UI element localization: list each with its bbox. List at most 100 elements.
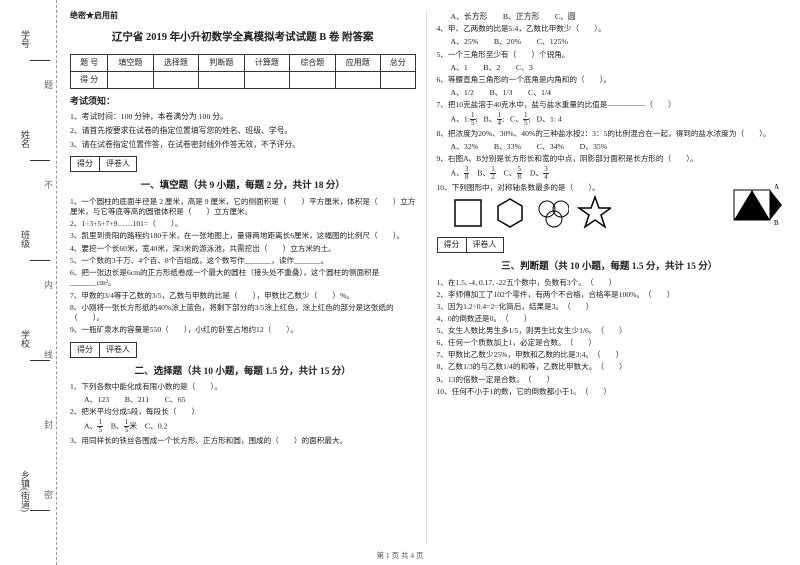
field-line xyxy=(30,60,50,61)
field-line xyxy=(30,510,50,511)
q2-2: 2、把米平均分成5段，每段长（ ） xyxy=(70,407,416,418)
right-column: A、长方形 B、正方形 C、圆 4、甲、乙两数的比是5:4，乙数比甲数少（ ）。… xyxy=(427,10,793,545)
q1-2: 2、1÷3+5+7+9……101=（ ）。 xyxy=(70,219,416,230)
td xyxy=(199,71,244,88)
q1-6: 6、把一张边长是6cm的正方形纸卷成一个最大的圆柱（接头处不重叠），这个圆柱的侧… xyxy=(70,268,416,289)
q1-8: 8、小刚将一张长方形纸的40%涂上蓝色，将剩下部分的3/5涂上红色，涂上红色的部… xyxy=(70,303,416,324)
score-box: 得分 评卷人 xyxy=(437,237,504,253)
q3-9: 9、13的倍数一定是合数。 （ ） xyxy=(437,375,783,386)
q1-3: 3、凯里到贵阳的路程约180千米，在一张地图上，量得两地距离长6厘米，这幅图的比… xyxy=(70,231,416,242)
q2-6: 6、等腰直角三角形的一个底角是内角和的（ ）。 xyxy=(437,75,783,86)
page-footer: 第 1 页 共 4 页 xyxy=(0,550,800,561)
score-label: 得分 xyxy=(71,343,100,357)
fraction: 14 xyxy=(497,112,503,127)
section-3-title: 三、判断题（共 10 小题，每题 1.5 分，共计 15 分） xyxy=(437,260,783,274)
q2-10: 10、下列图形中，对称轴条数最多的是（ ）。 xyxy=(437,183,783,194)
q1-5: 5、一个数的3千万、4个百、8个百组成，这个数写作_______，读作_____… xyxy=(70,256,416,267)
notice-title: 考试须知： xyxy=(70,95,416,109)
q2-5: 5、一个三角形至少有（ ）个锐角。 xyxy=(437,50,783,61)
th: 总分 xyxy=(381,54,415,71)
score-label: 得分 xyxy=(71,157,100,171)
q3-5: 5、女生人数比男生多1/5，则男生比女生少1/6。 （ ） xyxy=(437,326,783,337)
triangle-diagram: A B xyxy=(732,182,784,226)
left-column: 绝密★启用前 辽宁省 2019 年小升初数学全真模拟考试试题 B 卷 附答案 题… xyxy=(60,10,427,545)
q2-6-opts: A、1/2 B、1/3 C、1/4 xyxy=(451,87,783,99)
q3-7: 7、甲数比乙数少25%，甲数和乙数的比是3:4。 （ ） xyxy=(437,350,783,361)
score-table: 题 号 填空题 选择题 判断题 计算题 综合题 应用题 总分 得 分 xyxy=(70,54,416,89)
reviewer-label: 评卷人 xyxy=(100,343,136,357)
field-school: 学校 xyxy=(4,330,32,348)
field-name: 姓名 xyxy=(4,130,32,148)
notice-item: 1、考试时间：100 分钟，本卷满分为 100 分。 xyxy=(70,111,416,123)
main-content: 绝密★启用前 辽宁省 2019 年小升初数学全真模拟考试试题 B 卷 附答案 题… xyxy=(60,10,792,545)
field-line xyxy=(30,160,50,161)
td xyxy=(244,71,289,88)
fraction: 38 xyxy=(464,166,470,181)
q3-1: 1、在1.5, -4, 0.17, -22五个数中，负数有3个。 （ ） xyxy=(437,278,783,289)
q3-3: 3、因为1.2÷0.4=2=化简后，结果是3。 （ ） xyxy=(437,302,783,313)
notice-item: 3、请在试卷指定位置作答，在试卷密封线外作答无效，不予评分。 xyxy=(70,139,416,151)
field-line xyxy=(30,360,50,361)
q2-4: 4、甲、乙两数的比是5:4，乙数比甲数少（ ）。 xyxy=(437,24,783,35)
field-town: 乡镇(街道) xyxy=(4,470,32,512)
field-line xyxy=(30,260,50,261)
th: 判断题 xyxy=(199,54,244,71)
seal-mark: 不 xyxy=(42,180,55,189)
q2-5-opts: A、1 B、2 C、3 xyxy=(451,62,783,74)
section-1-title: 一、填空题（共 9 小题，每题 2 分，共计 18 分） xyxy=(70,179,416,193)
fraction: 34 xyxy=(543,166,549,181)
q1-1: 1、一个圆柱的底面半径是 2 厘米，高是 9 厘米，它的侧面积是（ ）平方厘米，… xyxy=(70,197,416,218)
opt-c: C、0.2 xyxy=(145,422,168,431)
seal-mark: 封 xyxy=(42,420,55,429)
td xyxy=(290,71,335,88)
score-label: 得分 xyxy=(438,238,467,252)
binding-sidebar: 学号 姓名 班级 学校 乡镇(街道) 题 不 内 线 封 密 xyxy=(0,0,57,565)
q1-9: 9、一瓶矿泉水的容量是550（ ），小红的卧室占地约12（ ）。 xyxy=(70,325,416,336)
reviewer-label: 评卷人 xyxy=(100,157,136,171)
reviewer-label: 评卷人 xyxy=(467,238,503,252)
exam-title: 辽宁省 2019 年小升初数学全真模拟考试试题 B 卷 附答案 xyxy=(70,30,416,46)
fraction: 15 xyxy=(523,112,529,127)
table-row: 得 分 xyxy=(71,71,416,88)
q2-8-opts: A、32% B、33% C、34% D、35% xyxy=(451,141,783,153)
fraction: 12 xyxy=(490,166,496,181)
score-box: 得分 评卷人 xyxy=(70,342,137,358)
seal-mark: 内 xyxy=(42,280,55,289)
opt-b: B、 xyxy=(111,422,124,431)
seal-mark: 密 xyxy=(42,490,55,499)
field-id: 学号 xyxy=(4,30,32,48)
table-row: 题 号 填空题 选择题 判断题 计算题 综合题 应用题 总分 xyxy=(71,54,416,71)
section-2-title: 二、选择题（共 10 小题，每题 1.5 分，共计 15 分） xyxy=(70,365,416,379)
td xyxy=(153,71,198,88)
notice-item: 2、请首先按要求在试卷的指定位置填写您的姓名、班级、学号。 xyxy=(70,125,416,137)
q3-4: 4、0的倒数还是0。 （ ） xyxy=(437,314,783,325)
q2-2-opts: A、15 B、15米 C、0.2 xyxy=(84,419,416,434)
q3-2: 2、李师傅加工了102个零件，有两个不合格，合格率是100%。 （ ） xyxy=(437,290,783,301)
seal-mark: 题 xyxy=(42,80,55,89)
secret-label: 绝密★启用前 xyxy=(70,10,416,22)
square-icon xyxy=(451,196,485,230)
q2-9: 9、右图A、B分别是长方形长和宽的中点，阴影部分面积是长方形的（ ）。 xyxy=(437,154,783,165)
td xyxy=(381,71,415,88)
q3-10: 10、任何不小于1的数，它的倒数都小于1。 （ ） xyxy=(437,387,783,398)
th: 综合题 xyxy=(290,54,335,71)
q2-7-opts: A、1:15; B、14; C、15; D、1: 4 xyxy=(451,112,783,127)
q2-7: 7、把10克盐溶于40克水中，盐与盐水重量的比值是—————（ ） xyxy=(437,100,783,111)
hexagon-icon xyxy=(493,196,527,230)
th: 填空题 xyxy=(108,54,153,71)
q2-1-opts: A、123 B、211 C、65 xyxy=(84,394,416,406)
fraction: 58 xyxy=(517,166,523,181)
circles-icon xyxy=(535,196,569,230)
q2-3: 3、用同样长的铁丝各围成一个长方形、正方形和圆，围成的（ ）的面积最大。 xyxy=(70,436,416,447)
seal-mark: 线 xyxy=(42,350,55,359)
label-b: B xyxy=(774,219,779,226)
q2-3-opts: A、长方形 B、正方形 C、圆 xyxy=(451,11,783,23)
score-box: 得分 评卷人 xyxy=(70,156,137,172)
q2-4-opts: A、25% B、20% C、125% xyxy=(451,36,783,48)
label-a: A xyxy=(774,183,779,191)
q3-6: 6、任何一个质数加上1，必定是合数。 （ ） xyxy=(437,338,783,349)
star-icon xyxy=(577,196,611,230)
q1-4: 4、要挖一个长60米，宽40米，深3米的游泳池，共需挖出（ ）立方米的土。 xyxy=(70,244,416,255)
th: 应用题 xyxy=(335,54,380,71)
q2-1: 1、下列各数中能化成有限小数的是（ ）。 xyxy=(70,382,416,393)
